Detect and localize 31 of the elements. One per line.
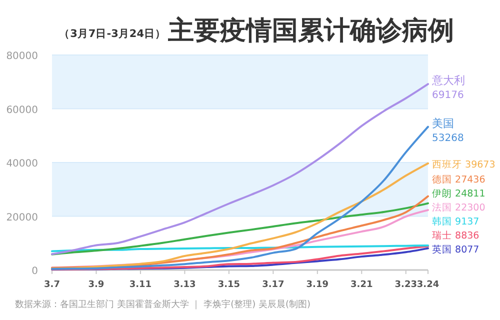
text: 瑞士 8836 (432, 230, 480, 242)
y-tick-label: 0 (32, 266, 38, 277)
text: 西班牙 39673 (432, 159, 496, 170)
text: 伊朗 24811 (432, 188, 486, 200)
series-label: 意大利 (431, 74, 465, 88)
chart-title: 主要疫情国累计确诊病例 (167, 16, 454, 46)
x-tick-label: 3.9 (88, 280, 104, 290)
series-label: 美国 (432, 116, 454, 130)
chart-subtitle: （3月7日-3月24日） (59, 28, 166, 40)
line-series (51, 202, 429, 256)
data-label: 69176 (432, 90, 464, 102)
text: 韩国 9137 (432, 216, 480, 228)
text: 德国 27436 (432, 174, 486, 186)
source-note: 数据来源：各国卫生部门 美国霍普金斯大学 ｜ 李焕宇(整理) 吴辰晨(制图) (15, 299, 310, 310)
x-tick-label: 3.24 (416, 280, 440, 290)
line-series (51, 83, 429, 256)
text: 法国 22300 (432, 202, 486, 214)
y-tick-label: 80000 (6, 51, 38, 62)
x-tick-label: 3.7 (44, 280, 60, 290)
x-tick-label: 3.13 (174, 280, 196, 290)
x-tick-label: 3.23 (394, 280, 417, 290)
x-tick-label: 3.15 (218, 280, 240, 290)
x-tick-label: 3.19 (306, 280, 329, 290)
x-tick-label: 3.11 (129, 280, 152, 290)
x-tick-label: 3.21 (350, 280, 373, 290)
y-tick-label: 60000 (6, 104, 38, 116)
y-tick-label: 40000 (6, 158, 38, 170)
data-label: 53268 (432, 132, 464, 144)
text: 英国 8077 (432, 244, 480, 256)
x-tick-label: 3.17 (262, 280, 284, 290)
y-tick-label: 20000 (6, 212, 38, 224)
